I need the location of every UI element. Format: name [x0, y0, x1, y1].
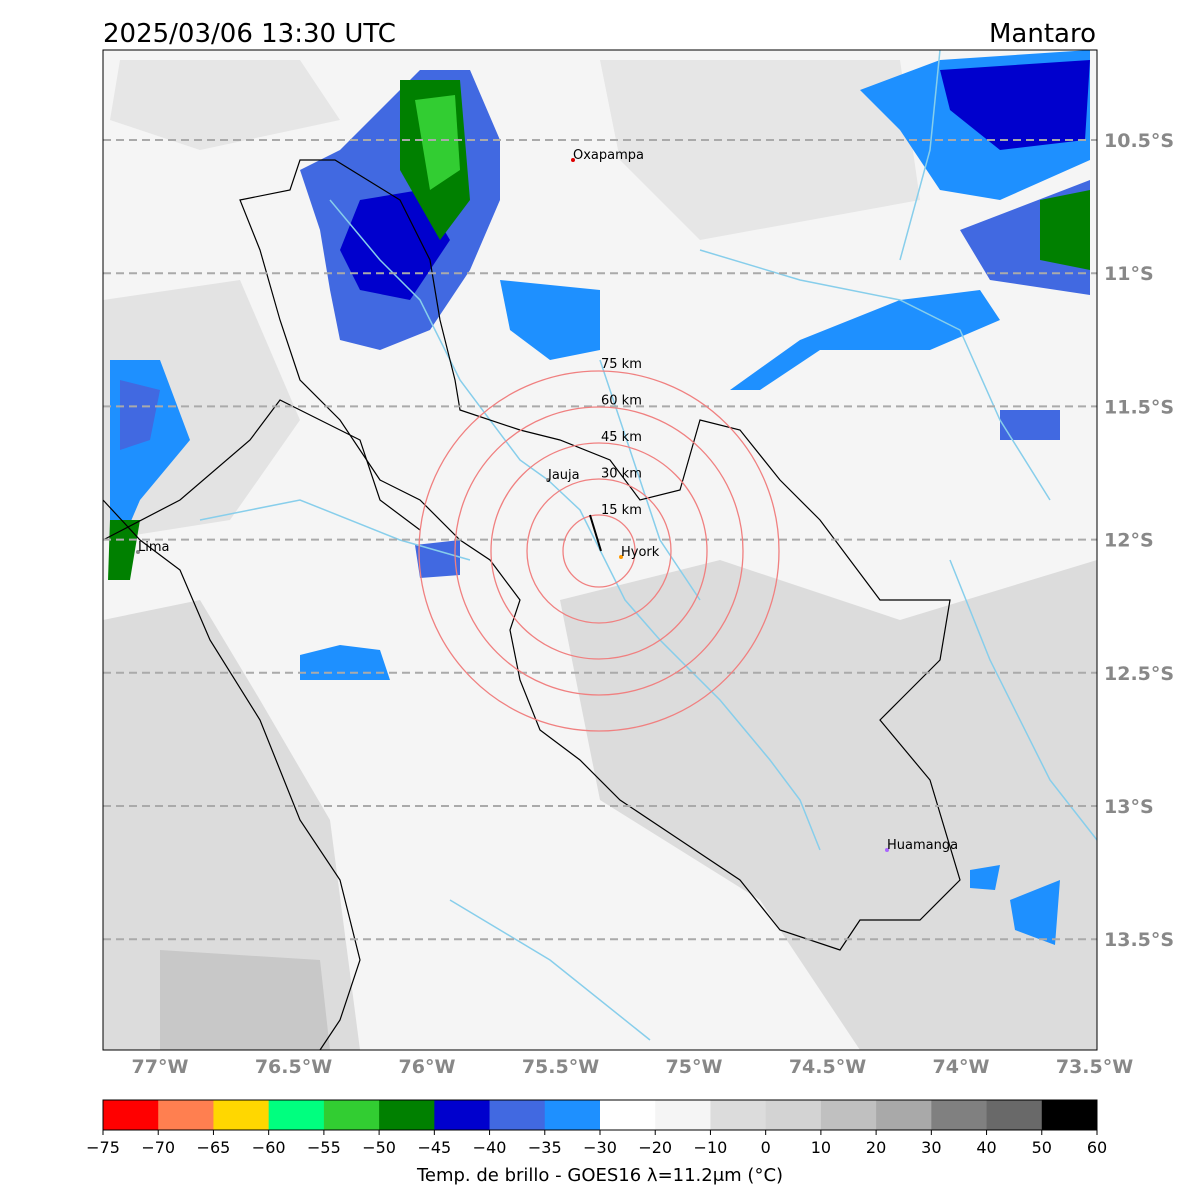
- ring: [418, 370, 780, 732]
- latitude-label: 11°S: [1104, 263, 1154, 285]
- colorbar-tick-label: 40: [976, 1138, 996, 1157]
- colorbar-tick-label: −60: [252, 1138, 286, 1157]
- colorbar-segment: [1041, 1100, 1098, 1130]
- map: 15 km 30 km 45 km 60 km 75 km Oxapampa Jauja H…: [102, 49, 1098, 1051]
- colorbar-tick-label: −65: [197, 1138, 231, 1157]
- colorbar-segment: [158, 1100, 214, 1130]
- colorbar-segment: [655, 1100, 711, 1130]
- colorbar-tick-label: 0: [761, 1138, 771, 1157]
- map-frame: [102, 49, 1098, 1051]
- colorbar-segment: [710, 1100, 767, 1130]
- colorbar-tick-label: 20: [866, 1138, 886, 1157]
- place-label: Hyork: [621, 545, 660, 560]
- colorbar-segment: [876, 1100, 932, 1130]
- place-marker: [619, 555, 623, 559]
- longitude-label: 73.5°W: [1056, 1056, 1133, 1078]
- latitude-label: 13°S: [1104, 796, 1154, 818]
- colorbar-tick-label: 10: [811, 1138, 831, 1157]
- colorbar-segment: [931, 1100, 988, 1130]
- colorbar-segment: [489, 1100, 546, 1130]
- ring: [454, 406, 744, 696]
- colorbar-tick-label: 50: [1032, 1138, 1052, 1157]
- longitude-label: 76.5°W: [255, 1056, 332, 1078]
- colorbar-segment: [600, 1100, 656, 1130]
- colorbar-label: Temp. de brillo - GOES16 λ=11.2μm (°C): [416, 1165, 783, 1186]
- colorbar-tick-label: −55: [307, 1138, 341, 1157]
- colorbar-segment: [986, 1100, 1043, 1130]
- ring-label: 30 km: [601, 467, 642, 482]
- place-marker: [571, 158, 575, 162]
- colorbar-segment: [544, 1100, 601, 1130]
- radar-beam: [589, 514, 602, 552]
- colorbar-tick-label: 30: [921, 1138, 941, 1157]
- longitude-label: 75°W: [666, 1056, 723, 1078]
- longitude-label: 77°W: [132, 1056, 189, 1078]
- places: Oxapampa Jauja Hyork Lima Huamanga: [136, 148, 958, 853]
- latitude-label: 11.5°S: [1104, 396, 1174, 418]
- ring-label: 15 km: [601, 503, 642, 518]
- place-marker: [136, 550, 140, 554]
- ring-label: 45 km: [601, 430, 642, 445]
- colorbar-segment: [820, 1100, 877, 1130]
- colorbar-tick-label: −30: [583, 1138, 617, 1157]
- longitude-label: 76°W: [399, 1056, 456, 1078]
- ring-label: 75 km: [601, 357, 642, 372]
- colorbar-tick-label: −10: [694, 1138, 728, 1157]
- colorbar-segment: [434, 1100, 491, 1130]
- longitude-label: 75.5°W: [522, 1056, 599, 1078]
- ring: [562, 514, 636, 588]
- range-rings: [418, 370, 780, 732]
- place-label: Jauja: [547, 468, 580, 483]
- place-label: Lima: [138, 540, 169, 555]
- place-marker: [885, 848, 889, 852]
- colorbar-tick-label: −75: [86, 1138, 120, 1157]
- colorbar-segment: [103, 1100, 159, 1130]
- axes-labels: 10.5°S 11°S 11.5°S 12°S 12.5°S 13°S 13.5°S 77°W…: [132, 130, 1175, 1078]
- latitude-label: 13.5°S: [1104, 929, 1174, 951]
- colorbar-tick-label: 60: [1087, 1138, 1107, 1157]
- longitude-label: 74°W: [933, 1056, 990, 1078]
- colorbar-tick-label: −35: [528, 1138, 562, 1157]
- latitude-label: 12°S: [1104, 530, 1154, 552]
- ring-labels: 15 km 30 km 45 km 60 km 75 km: [601, 357, 642, 518]
- place-label: Huamanga: [887, 838, 958, 853]
- latitude-label: 12.5°S: [1104, 663, 1174, 685]
- colorbar: −75 −70 −65 −60 −55 −50 −45 −40 −35 −30 −20 −10 0 10 2…: [86, 1099, 1107, 1157]
- longitude-label: 74.5°W: [789, 1056, 866, 1078]
- boundaries: [102, 159, 961, 1051]
- colorbar-segment: [765, 1100, 822, 1130]
- colorbar-tick-label: −20: [638, 1138, 672, 1157]
- colorbar-tick-label: −70: [141, 1138, 175, 1157]
- place-label: Oxapampa: [573, 148, 644, 163]
- ring: [526, 478, 672, 624]
- region-name: Mantaro: [989, 19, 1096, 49]
- colorbar-segment: [379, 1100, 435, 1130]
- ring-label: 60 km: [601, 394, 642, 409]
- colorbar-tick-label: −45: [417, 1138, 451, 1157]
- colorbar-segment: [268, 1100, 325, 1130]
- colorbar-tick-label: −40: [473, 1138, 507, 1157]
- colorbar-segment: [323, 1100, 380, 1130]
- colorbar-tick-label: −50: [362, 1138, 396, 1157]
- title: 2025/03/06 13:30 UTC: [103, 19, 396, 49]
- ring: [490, 442, 708, 660]
- latitude-label: 10.5°S: [1104, 130, 1174, 152]
- colorbar-segment: [213, 1100, 270, 1130]
- place-marker: [546, 478, 550, 482]
